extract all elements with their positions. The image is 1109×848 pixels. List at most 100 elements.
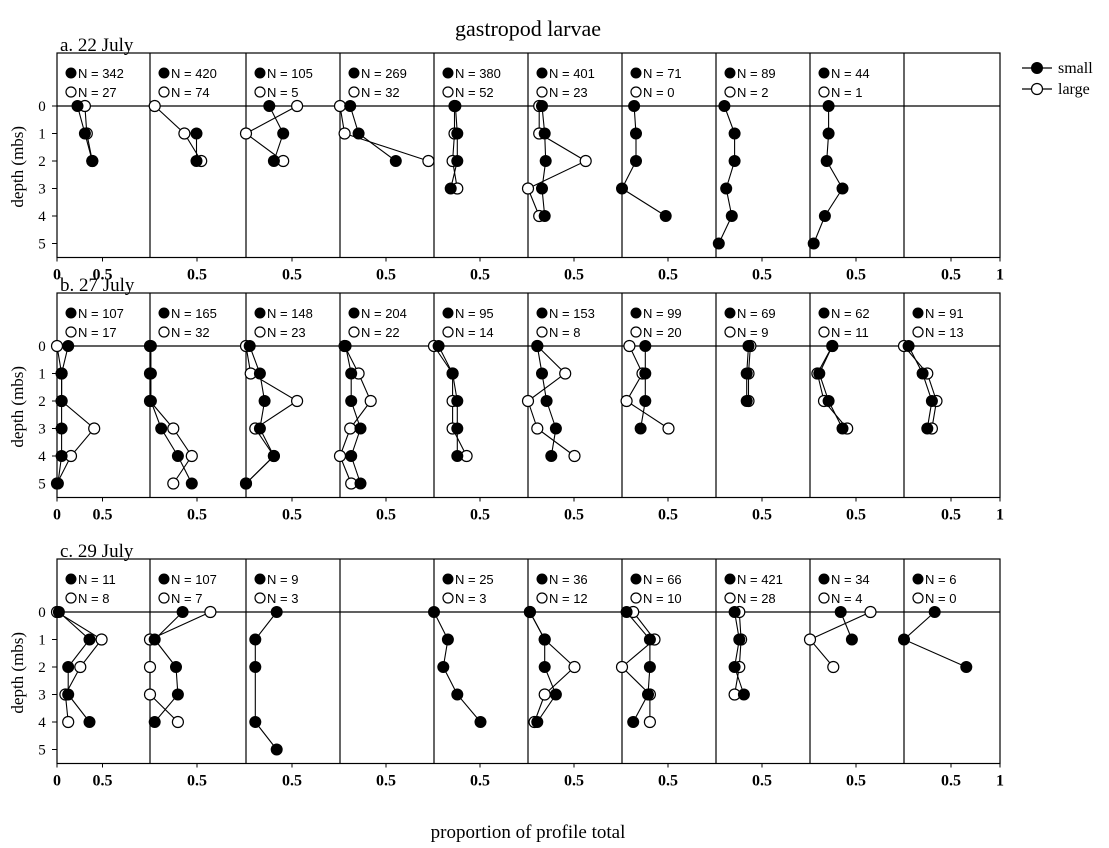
x-tick-label: 0.5 (752, 267, 772, 284)
small-point (51, 477, 64, 490)
small-point (249, 661, 262, 673)
panel: N = 36 N = 12 (523, 572, 588, 729)
n-large-label: N = 32 (171, 325, 210, 340)
small-point (818, 210, 831, 222)
small-point (62, 661, 75, 673)
n-small-label: N = 380 (455, 66, 501, 81)
small-point (740, 367, 753, 380)
n-large-label: N = 74 (171, 85, 210, 100)
n-small-marker (630, 573, 642, 585)
x-tick-label: 0.5 (93, 507, 113, 524)
small-point (539, 155, 552, 167)
small-point (898, 633, 910, 646)
n-small-label: N = 34 (831, 572, 870, 587)
small-point (71, 100, 84, 112)
x-tick-label: 0.5 (93, 267, 113, 284)
small-point (474, 716, 487, 728)
small-point (171, 450, 184, 462)
x-tick-label: 0.5 (658, 773, 678, 790)
n-large-marker (158, 326, 170, 338)
n-small-label: N = 401 (549, 66, 595, 81)
x-tick-label: 0.5 (752, 507, 772, 524)
depth-tick-label: 4 (38, 715, 46, 731)
large-point (95, 633, 108, 646)
depth-tick-label: 3 (38, 688, 46, 704)
large-point (803, 633, 817, 646)
small-profile-line (734, 611, 745, 695)
n-small-marker (65, 573, 77, 585)
panel: N = 44 N = 1 (807, 66, 870, 250)
small-point (243, 340, 256, 352)
large-point (239, 127, 253, 140)
n-small-label: N = 99 (643, 306, 682, 321)
n-small-label: N = 9 (267, 572, 298, 587)
small-point (62, 340, 75, 352)
small-point (928, 606, 941, 618)
small-point (78, 127, 91, 140)
n-small-marker (536, 307, 548, 319)
large-profile-line (244, 105, 298, 162)
small-profile-line (813, 106, 844, 244)
x-tick-label: 0.5 (564, 507, 584, 524)
panel-row: a. 22 July 0 1 2 3 4 5 depth (mbs) 0 0.5 0.5 0.5 0.5… (8, 35, 1004, 284)
small-point (277, 127, 290, 140)
small-point (960, 661, 973, 673)
n-small-marker (912, 573, 924, 585)
small-point (170, 661, 182, 673)
small-point (620, 606, 633, 618)
small-point (536, 100, 548, 112)
n-small-label: N = 95 (455, 306, 494, 321)
small-point (451, 155, 464, 167)
n-small-marker (724, 307, 736, 319)
depth-tick-label: 1 (38, 127, 46, 143)
small-point (834, 606, 847, 618)
n-large-label: N = 23 (267, 325, 306, 340)
large-point (74, 660, 87, 674)
n-small-marker (818, 67, 830, 79)
small-point (531, 716, 544, 728)
n-large-label: N = 32 (361, 85, 400, 100)
small-point (733, 633, 746, 646)
depth-tick-label: 3 (38, 182, 46, 198)
n-large-label: N = 3 (455, 591, 486, 606)
n-small-marker (158, 67, 170, 79)
small-point (263, 100, 276, 112)
legend-large-label: large (1058, 81, 1090, 98)
x-tick-label: 0.5 (658, 507, 678, 524)
n-small-label: N = 421 (737, 572, 783, 587)
x-tick-label: 0.5 (941, 773, 961, 790)
n-small-marker (158, 573, 170, 585)
n-small-label: N = 107 (78, 306, 124, 321)
n-large-marker (912, 326, 924, 338)
large-profile-line (527, 106, 587, 217)
small-profile-line (254, 611, 278, 750)
depth-tick-label: 0 (38, 605, 46, 621)
n-large-marker (348, 86, 360, 98)
n-large-marker (724, 86, 736, 98)
depth-tick-label: 2 (38, 660, 46, 676)
row-label: c. 29 July (60, 541, 134, 562)
small-point (190, 155, 203, 167)
x-axis-label: proportion of profile total (431, 822, 626, 843)
large-point (538, 688, 551, 701)
small-profile-line (245, 345, 275, 484)
n-large-marker (912, 592, 924, 604)
small-point (55, 450, 68, 462)
small-point (83, 633, 96, 646)
small-profile-line (450, 105, 458, 189)
small-point (148, 716, 161, 728)
small-point (148, 633, 161, 646)
large-point (62, 715, 75, 729)
n-large-label: N = 17 (78, 325, 117, 340)
small-point (712, 237, 725, 250)
x-tick-label: 0.5 (470, 507, 490, 524)
n-small-marker (536, 573, 548, 585)
small-point (820, 155, 833, 167)
panel: N = 342 N = 27 (65, 66, 124, 168)
large-point (422, 154, 435, 168)
panel: N = 95 N = 14 (427, 306, 494, 463)
large-point (148, 99, 161, 113)
small-point (270, 606, 283, 618)
n-large-label: N = 4 (831, 591, 862, 606)
small-point (540, 395, 553, 407)
